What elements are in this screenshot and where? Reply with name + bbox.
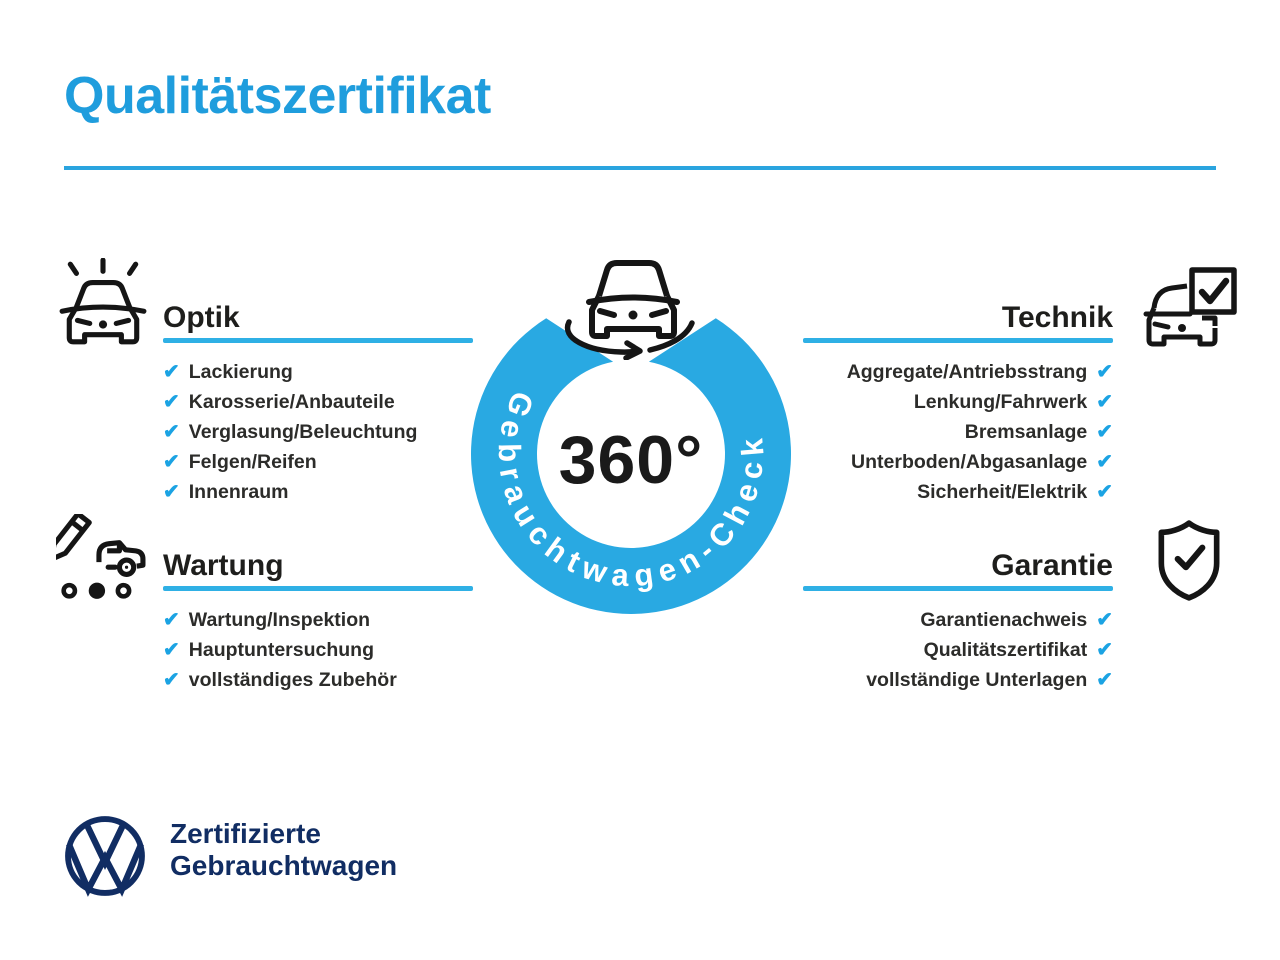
section-garantie: Garantie Garantienachweis ✔ Qualitätszerti… bbox=[803, 545, 1113, 695]
item-label: Garantienachweis bbox=[920, 608, 1088, 631]
section-underline bbox=[163, 586, 473, 591]
check-item-row: Lenkung/Fahrwerk ✔ bbox=[803, 387, 1113, 417]
service-pencil-car-icon bbox=[56, 514, 146, 599]
item-label: Karosserie/Anbauteile bbox=[188, 390, 395, 413]
check-icon: ✔ bbox=[163, 481, 180, 503]
item-label: Felgen/Reifen bbox=[188, 450, 317, 473]
check-icon: ✔ bbox=[1096, 391, 1113, 413]
section-title-garantie: Garantie bbox=[991, 549, 1113, 582]
check-icon: ✔ bbox=[163, 451, 180, 473]
check-item-row: Unterboden/Abgasanlage ✔ bbox=[803, 447, 1113, 477]
check-icon: ✔ bbox=[1096, 669, 1113, 691]
item-label: vollständiges Zubehör bbox=[188, 668, 397, 691]
section-underline bbox=[803, 338, 1113, 343]
check-item-row: ✔ Innenraum bbox=[163, 477, 473, 507]
check-item-row: Garantienachweis ✔ bbox=[803, 605, 1113, 635]
title-divider bbox=[64, 166, 1216, 170]
item-label: Lenkung/Fahrwerk bbox=[913, 390, 1088, 413]
ring-shape bbox=[471, 318, 791, 614]
check-item-row: ✔ Verglasung/Beleuchtung bbox=[163, 417, 473, 447]
item-label: Sicherheit/Elektrik bbox=[917, 480, 1088, 503]
footer-brand-text: Zertifizierte Gebrauchtwagen bbox=[170, 818, 397, 882]
check-icon: ✔ bbox=[163, 421, 180, 443]
shield-check-icon bbox=[1158, 520, 1220, 601]
360-check-ring: Gebrauchtwagen-Check bbox=[471, 318, 791, 614]
check-icon: ✔ bbox=[163, 639, 180, 661]
section-underline bbox=[803, 586, 1113, 591]
check-icon: ✔ bbox=[1096, 639, 1113, 661]
item-label: Bremsanlage bbox=[964, 420, 1088, 443]
check-item-row: Aggregate/Antriebsstrang ✔ bbox=[803, 357, 1113, 387]
car-checkbox-icon bbox=[1143, 267, 1237, 347]
section-title-wartung: Wartung bbox=[163, 549, 284, 582]
check-icon: ✔ bbox=[1096, 421, 1113, 443]
check-item-row: ✔ Karosserie/Anbauteile bbox=[163, 387, 473, 417]
section-items-wartung: ✔ Wartung/Inspektion ✔ Hauptuntersuchung ✔ vo… bbox=[163, 605, 473, 695]
check-icon: ✔ bbox=[1096, 361, 1113, 383]
section-wartung: Wartung ✔ Wartung/Inspektion ✔ Hauptuntersu… bbox=[163, 545, 473, 695]
section-title-optik: Optik bbox=[163, 301, 240, 334]
item-label: Lackierung bbox=[188, 360, 293, 383]
section-title-technik: Technik bbox=[1001, 301, 1113, 334]
vw-logo bbox=[65, 816, 145, 897]
item-label: Unterboden/Abgasanlage bbox=[851, 450, 1088, 473]
shiny-car-icon bbox=[59, 258, 147, 345]
check-item-row: Sicherheit/Elektrik ✔ bbox=[803, 477, 1113, 507]
car-rotation-icon bbox=[564, 260, 695, 360]
section-items-optik: ✔ Lackierung ✔ Karosserie/Anbauteile ✔ Vergla… bbox=[163, 357, 473, 507]
section-underline bbox=[163, 338, 473, 343]
section-items-garantie: Garantienachweis ✔ Qualitätszertifikat ✔ vol… bbox=[803, 605, 1113, 695]
item-label: Aggregate/Antriebsstrang bbox=[846, 360, 1088, 383]
section-items-technik: Aggregate/Antriebsstrang ✔ Lenkung/Fahrwer… bbox=[803, 357, 1113, 507]
check-item-row: ✔ Hauptuntersuchung bbox=[163, 635, 473, 665]
check-item-row: ✔ vollständiges Zubehör bbox=[163, 665, 473, 695]
footer-line2: Gebrauchtwagen bbox=[170, 850, 398, 881]
check-icon: ✔ bbox=[1096, 609, 1113, 631]
check-item-row: vollständige Unterlagen ✔ bbox=[803, 665, 1113, 695]
check-icon: ✔ bbox=[163, 609, 180, 631]
footer-line1: Zertifizierte bbox=[170, 818, 321, 849]
check-icon: ✔ bbox=[1096, 481, 1113, 503]
section-technik: Technik Aggregate/Antriebsstrang ✔ Lenkung… bbox=[803, 297, 1113, 507]
item-label: vollständige Unterlagen bbox=[866, 668, 1088, 691]
check-item-row: Bremsanlage ✔ bbox=[803, 417, 1113, 447]
page-title: Qualitätszertifikat bbox=[64, 67, 491, 125]
item-label: Verglasung/Beleuchtung bbox=[188, 420, 418, 443]
check-icon: ✔ bbox=[163, 391, 180, 413]
section-optik: Optik ✔ Lackierung ✔ Karosserie/Anbauteile ✔… bbox=[163, 297, 473, 507]
item-label: Hauptuntersuchung bbox=[188, 638, 375, 661]
check-item-row: ✔ Felgen/Reifen bbox=[163, 447, 473, 477]
check-item-row: Qualitätszertifikat ✔ bbox=[803, 635, 1113, 665]
check-icon: ✔ bbox=[163, 361, 180, 383]
check-item-row: ✔ Lackierung bbox=[163, 357, 473, 387]
item-label: Wartung/Inspektion bbox=[188, 608, 371, 631]
check-icon: ✔ bbox=[163, 669, 180, 691]
check-icon: ✔ bbox=[1096, 451, 1113, 473]
item-label: Innenraum bbox=[188, 480, 289, 503]
degree-value: 360° bbox=[558, 422, 704, 498]
item-label: Qualitätszertifikat bbox=[923, 638, 1088, 661]
check-item-row: ✔ Wartung/Inspektion bbox=[163, 605, 473, 635]
